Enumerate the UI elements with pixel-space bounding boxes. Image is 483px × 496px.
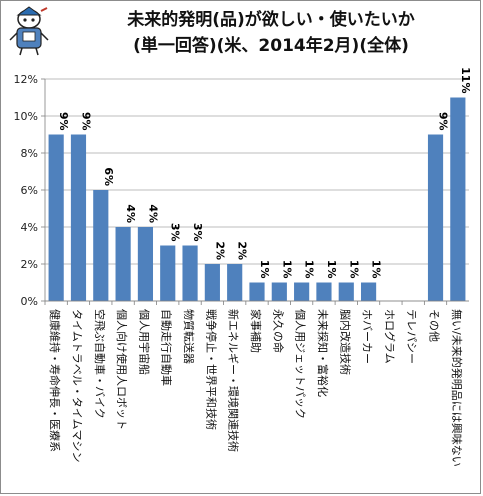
data-label: 2% (236, 241, 249, 260)
bar (450, 97, 466, 301)
category-label: 未来探知・富裕化 (316, 309, 330, 397)
data-label: 1% (370, 260, 383, 279)
category-label: 健康維持・寿命伸長・医療系 (48, 309, 62, 452)
chart-subtitle: (単一回答)(米、2014年2月)(全体) (133, 36, 409, 56)
data-label: 1% (280, 260, 293, 279)
bar (160, 245, 176, 301)
data-label: 9% (57, 112, 70, 131)
category-label: 新エネルギー・環境関連技術 (227, 309, 241, 452)
bar (294, 282, 310, 301)
chart-title: 未来的発明(品)が欲しい・使いたいか (127, 10, 415, 30)
category-label: ホバーカー (361, 309, 374, 364)
bar (249, 282, 265, 301)
bar (360, 282, 377, 301)
bar (48, 134, 64, 301)
data-label: 3% (169, 223, 182, 242)
y-axis: 0% 2% 4% 6% 8% 10% 12% (14, 73, 46, 308)
bar (427, 134, 444, 301)
y-tick-label: 10% (14, 110, 38, 123)
y-tick-label: 2% (21, 258, 38, 271)
category-label: 個人用宇宙船 (137, 309, 151, 375)
category-label: 脳内改造技術 (338, 309, 352, 375)
data-label: 9% (437, 112, 450, 131)
chart-title-block: 未来的発明(品)が欲しい・使いたいか (単一回答)(米、2014年2月)(全体) (61, 7, 481, 59)
data-label: 6% (102, 167, 115, 186)
data-label: 3% (191, 223, 204, 242)
bar (115, 227, 131, 301)
bar (316, 282, 332, 301)
category-label: ホログラム (383, 309, 397, 364)
y-tick-label: 8% (21, 147, 38, 160)
data-label: 9% (79, 112, 92, 131)
category-label: テレパシー (405, 309, 418, 364)
category-label: 永久の命 (271, 309, 285, 353)
bar (271, 282, 287, 301)
data-label: 11% (459, 67, 472, 93)
category-label: 無い/未来的発明品には興味ない (450, 309, 464, 467)
category-label: 自動走行自動車 (160, 309, 174, 386)
category-label: タイムトラベル・タイムマシン (70, 309, 83, 463)
data-label: 2% (213, 241, 226, 260)
gridlines (45, 78, 469, 302)
bar (93, 190, 109, 301)
y-tick-label: 12% (14, 73, 38, 86)
y-tick-label: 0% (21, 295, 38, 308)
category-label: 空飛ぶ自動車・バイク (93, 309, 107, 419)
mascot-illustration (9, 6, 49, 56)
bar (204, 264, 220, 301)
data-label: 4% (124, 204, 137, 223)
bars (48, 97, 466, 301)
category-label: その他 (428, 309, 441, 342)
category-label: 個人向け使用人ロボット (115, 309, 129, 430)
bar (182, 245, 198, 301)
bar (227, 264, 243, 301)
data-label: 1% (325, 260, 338, 279)
bar (137, 227, 154, 301)
category-label: 戦争停止・世界平和技術 (204, 309, 218, 430)
data-labels: 9% 9% 6% 4% 4% 3% 3% 2% 2% 1% 1% 1% 1% 1% 1% 9% 11% (57, 67, 472, 278)
data-label: 4% (146, 204, 159, 223)
category-label: 家事補助 (249, 309, 263, 353)
y-tick-label: 6% (21, 184, 38, 197)
y-tick-label: 4% (21, 221, 38, 234)
bar (338, 282, 354, 301)
category-label: 個人用ジェットパック (294, 309, 307, 419)
data-label: 1% (258, 260, 271, 279)
data-label: 1% (347, 260, 360, 279)
bar (70, 134, 87, 301)
x-axis: 健康維持・寿命伸長・医療系 タイムトラベル・タイムマシン 空飛ぶ自動車・バイク 個人向… (44, 300, 469, 467)
category-label: 物質転送器 (182, 309, 196, 364)
data-label: 1% (303, 260, 316, 279)
